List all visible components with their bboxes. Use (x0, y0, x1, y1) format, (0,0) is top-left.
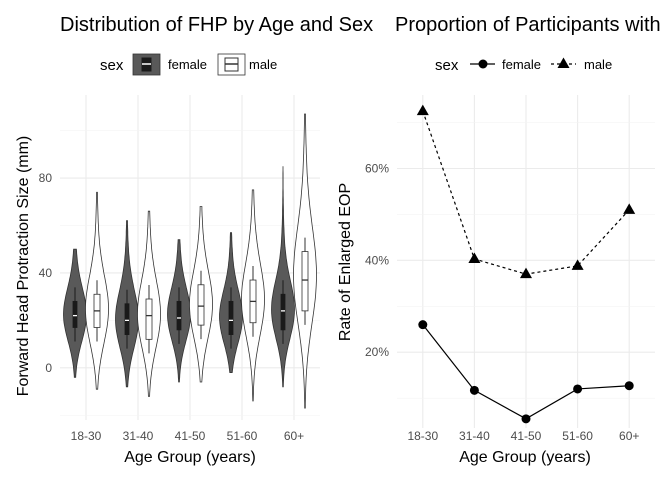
line-x-tick-label: 18-30 (407, 429, 438, 443)
point-female-18-30 (418, 320, 428, 330)
line-y-tick-label: 40% (365, 253, 389, 267)
line-x-ticks: 18-30 31-40 41-50 51-60 60+ (407, 429, 639, 443)
violin-legend-female-label: female (168, 57, 207, 72)
violin-x-ticks: 18-30 31-40 41-50 51-60 60+ (71, 429, 305, 443)
violin-legend-title: sex (100, 57, 124, 74)
line-y-tick-label: 60% (365, 161, 389, 175)
violin-x-tick-label: 51-60 (227, 429, 258, 443)
violin-legend: sex female male (100, 53, 277, 76)
violin-y-tick-label: 0 (45, 361, 52, 375)
line-marks (416, 104, 636, 424)
line-chart-title: Proportion of Participants with (395, 14, 661, 36)
line-x-tick-label: 31-40 (459, 429, 490, 443)
line-y-ticks: 20% 40% 60% (365, 161, 389, 359)
violin-x-tick-label: 41-50 (175, 429, 206, 443)
violin-y-tick-label: 80 (39, 171, 53, 185)
point-male-41-50 (520, 267, 532, 279)
line-y-tick-label: 20% (365, 345, 389, 359)
line-grid (397, 95, 655, 428)
legend-key-male-line (551, 57, 576, 68)
point-female-60+ (624, 381, 634, 391)
line-x-tick-label: 41-50 (511, 429, 542, 443)
point-female-31-40 (469, 385, 479, 395)
line-y-axis-label: Rate of Enlarged EOP (337, 183, 354, 341)
legend-key-male-violin (217, 53, 246, 76)
legend-key-female-violin (132, 53, 161, 76)
violin-y-tick-label: 40 (39, 266, 53, 280)
box-female-51-60 (228, 300, 234, 335)
point-female-51-60 (573, 384, 583, 394)
violin-x-tick-label: 18-30 (71, 429, 102, 443)
point-female-41-50 (521, 414, 531, 424)
point-male-60+ (623, 203, 636, 214)
box-female-31-40 (124, 303, 130, 335)
line-legend-male-label: male (584, 57, 612, 72)
line-legend-female-label: female (502, 57, 541, 72)
point-male-31-40 (468, 252, 481, 263)
violin-x-axis-label: Age Group (years) (124, 449, 256, 466)
violin-y-ticks: 0 40 80 (39, 171, 53, 375)
legend-key-female-line (470, 59, 495, 69)
line-x-axis-label: Age Group (years) (459, 449, 591, 466)
point-male-18-30 (416, 104, 429, 116)
line-x-tick-label: 51-60 (562, 429, 593, 443)
point-male-51-60 (571, 259, 584, 270)
violin-legend-male-label: male (249, 57, 277, 72)
violin-female-60+ (271, 166, 295, 388)
violin-x-tick-label: 31-40 (123, 429, 154, 443)
line-legend: sex female male (435, 57, 612, 74)
violin-chart-title: Distribution of FHP by Age and Sex (60, 14, 373, 36)
line-legend-title: sex (435, 57, 459, 74)
box-female-60+ (280, 293, 286, 331)
violin-marks (63, 113, 317, 409)
line-x-tick-label: 60+ (619, 429, 639, 443)
box-male-31-40 (145, 298, 153, 340)
box-female-18-30 (72, 300, 78, 328)
violin-x-tick-label: 60+ (284, 429, 304, 443)
violin-y-axis-label: Forward Head Protraction Size (mm) (15, 136, 32, 397)
box-female-41-50 (176, 300, 182, 331)
box-male-60+ (301, 251, 309, 312)
box-male-41-50 (197, 284, 205, 326)
